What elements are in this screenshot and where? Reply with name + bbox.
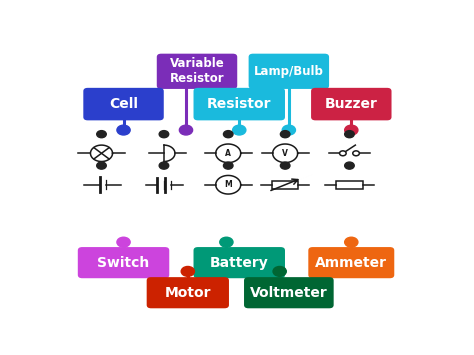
Text: Battery: Battery bbox=[210, 256, 269, 270]
Circle shape bbox=[97, 162, 106, 169]
Circle shape bbox=[181, 267, 194, 276]
Circle shape bbox=[273, 267, 286, 276]
Text: Motor: Motor bbox=[164, 286, 211, 300]
FancyBboxPatch shape bbox=[78, 247, 169, 278]
Circle shape bbox=[223, 162, 233, 169]
Text: V: V bbox=[282, 149, 288, 158]
Circle shape bbox=[179, 125, 192, 135]
Text: Lamp/Bulb: Lamp/Bulb bbox=[254, 65, 324, 78]
Circle shape bbox=[339, 151, 346, 156]
Circle shape bbox=[281, 131, 290, 138]
Text: A: A bbox=[225, 149, 231, 158]
Circle shape bbox=[345, 237, 358, 247]
Circle shape bbox=[159, 162, 169, 169]
Text: Cell: Cell bbox=[109, 97, 138, 111]
Circle shape bbox=[233, 125, 246, 135]
Circle shape bbox=[117, 125, 130, 135]
Circle shape bbox=[345, 162, 354, 169]
Text: Switch: Switch bbox=[98, 256, 150, 270]
Circle shape bbox=[345, 125, 358, 135]
Bar bbox=[272, 181, 299, 189]
FancyBboxPatch shape bbox=[146, 277, 229, 308]
Circle shape bbox=[281, 162, 290, 169]
Circle shape bbox=[117, 237, 130, 247]
Text: Variable
Resistor: Variable Resistor bbox=[170, 57, 224, 85]
Circle shape bbox=[97, 131, 106, 138]
Bar bbox=[336, 181, 363, 189]
FancyBboxPatch shape bbox=[308, 247, 394, 278]
Circle shape bbox=[282, 125, 295, 135]
Text: Voltmeter: Voltmeter bbox=[250, 286, 328, 300]
FancyBboxPatch shape bbox=[193, 88, 285, 120]
Text: M: M bbox=[224, 180, 232, 189]
FancyBboxPatch shape bbox=[83, 88, 164, 120]
FancyBboxPatch shape bbox=[157, 54, 237, 89]
Text: Ammeter: Ammeter bbox=[315, 256, 387, 270]
Circle shape bbox=[345, 131, 354, 138]
Circle shape bbox=[159, 131, 169, 138]
Text: Resistor: Resistor bbox=[207, 97, 272, 111]
Circle shape bbox=[223, 131, 233, 138]
Text: Buzzer: Buzzer bbox=[325, 97, 378, 111]
Circle shape bbox=[220, 237, 233, 247]
Circle shape bbox=[353, 151, 359, 156]
FancyBboxPatch shape bbox=[311, 88, 392, 120]
FancyBboxPatch shape bbox=[249, 54, 329, 89]
FancyBboxPatch shape bbox=[244, 277, 334, 308]
FancyBboxPatch shape bbox=[193, 247, 285, 278]
